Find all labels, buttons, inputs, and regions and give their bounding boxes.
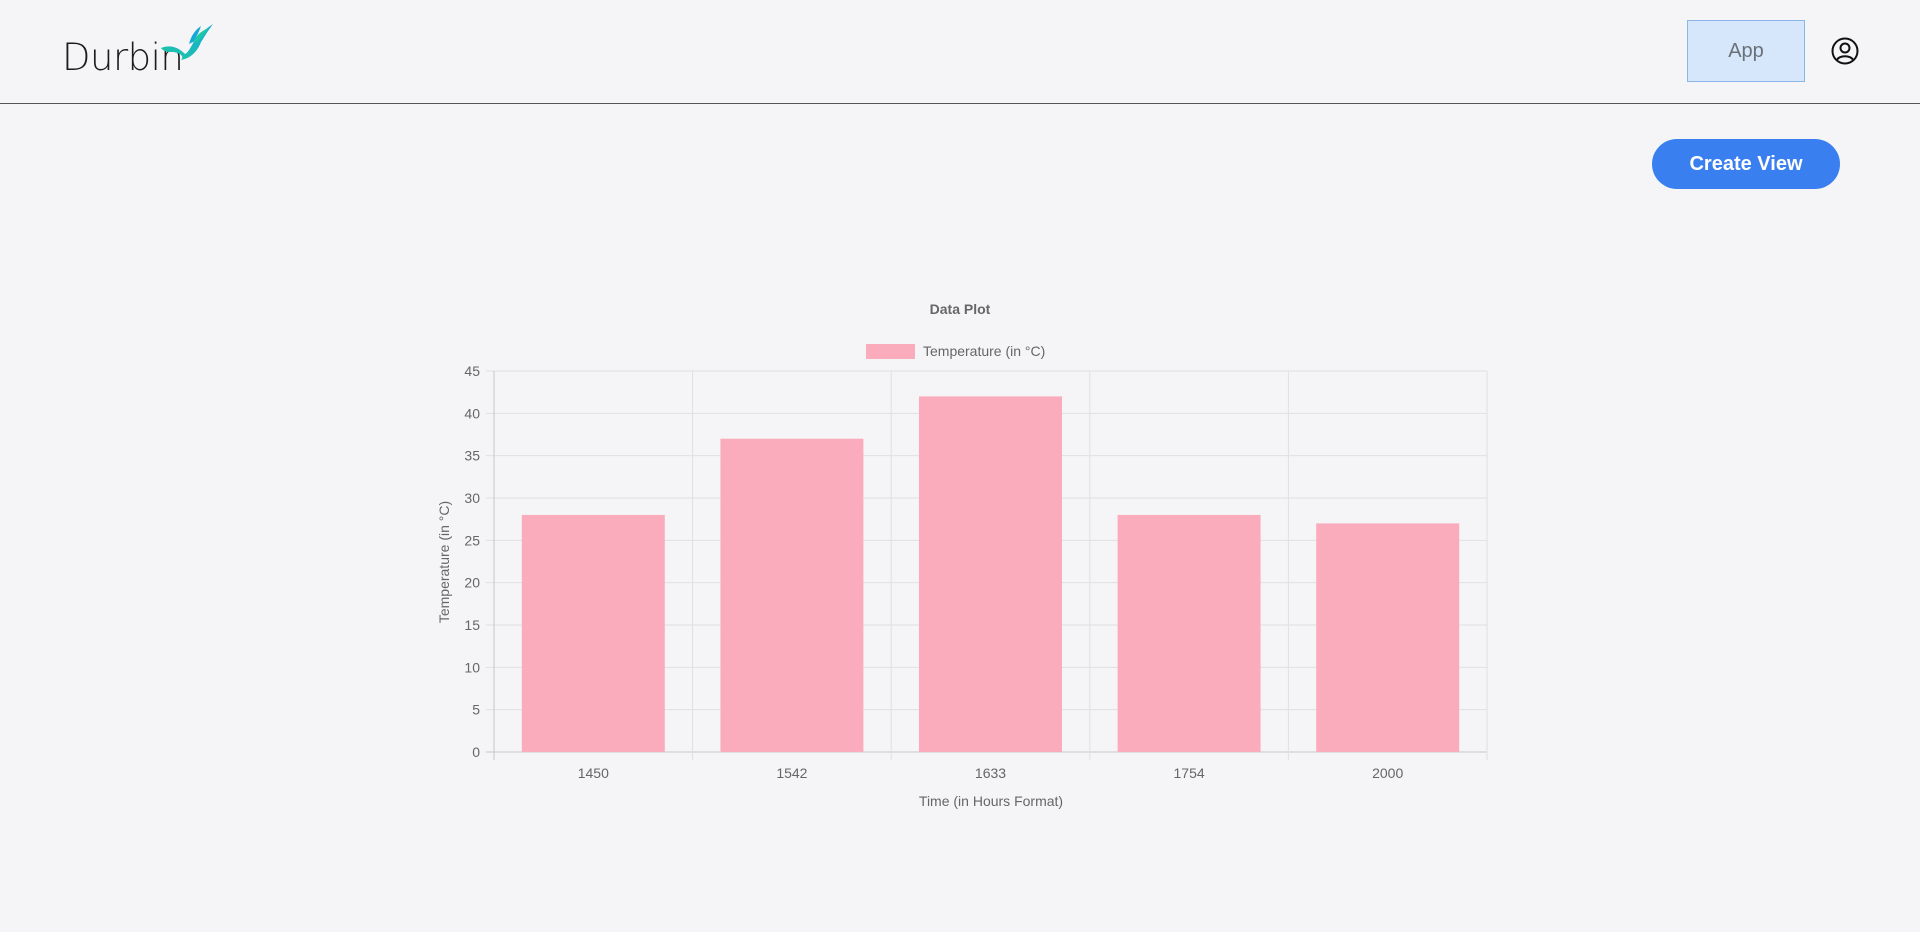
y-tick-label: 40 (464, 405, 480, 421)
x-tick-label: 1633 (975, 765, 1006, 781)
bar[interactable] (1117, 514, 1261, 752)
top-bar: Durbin App (0, 0, 1920, 104)
y-axis-title: Temperature (in °C) (436, 501, 452, 623)
chart-title: Data Plot (930, 301, 991, 317)
y-tick-label: 25 (464, 532, 480, 548)
x-tick-label: 2000 (1372, 765, 1403, 781)
bar[interactable] (919, 396, 1062, 752)
bars (521, 396, 1460, 752)
y-tick-label: 45 (464, 363, 480, 379)
y-tick-label: 15 (464, 617, 480, 633)
logo[interactable]: Durbin (62, 22, 222, 82)
hummingbird-icon (161, 24, 213, 60)
y-tick-label: 35 (464, 448, 480, 464)
create-view-button[interactable]: Create View (1652, 139, 1840, 189)
x-tick-label: 1754 (1174, 765, 1205, 781)
legend-swatch (866, 344, 915, 359)
y-tick-label: 10 (464, 659, 480, 675)
y-tick-label: 20 (464, 575, 480, 591)
bar[interactable] (1316, 523, 1460, 752)
user-circle-icon[interactable] (1831, 37, 1859, 65)
x-axis-title: Time (in Hours Format) (919, 793, 1063, 809)
y-tick-label: 30 (464, 490, 480, 506)
app-button[interactable]: App (1687, 20, 1805, 82)
y-tick-label: 5 (472, 702, 480, 718)
y-tick-label: 0 (472, 744, 480, 760)
logo-text: Durbin (62, 36, 184, 79)
legend-label: Temperature (in °C) (923, 343, 1045, 359)
x-tick-label: 1542 (776, 765, 807, 781)
bar[interactable] (521, 514, 665, 752)
tick-labels: 0 5 10 15 20 25 30 35 40 45 1450 1542 1633 1754 2000 (464, 363, 1403, 781)
grid-lines (486, 370, 1488, 760)
x-tick-label: 1450 (578, 765, 609, 781)
bar[interactable] (720, 438, 864, 752)
